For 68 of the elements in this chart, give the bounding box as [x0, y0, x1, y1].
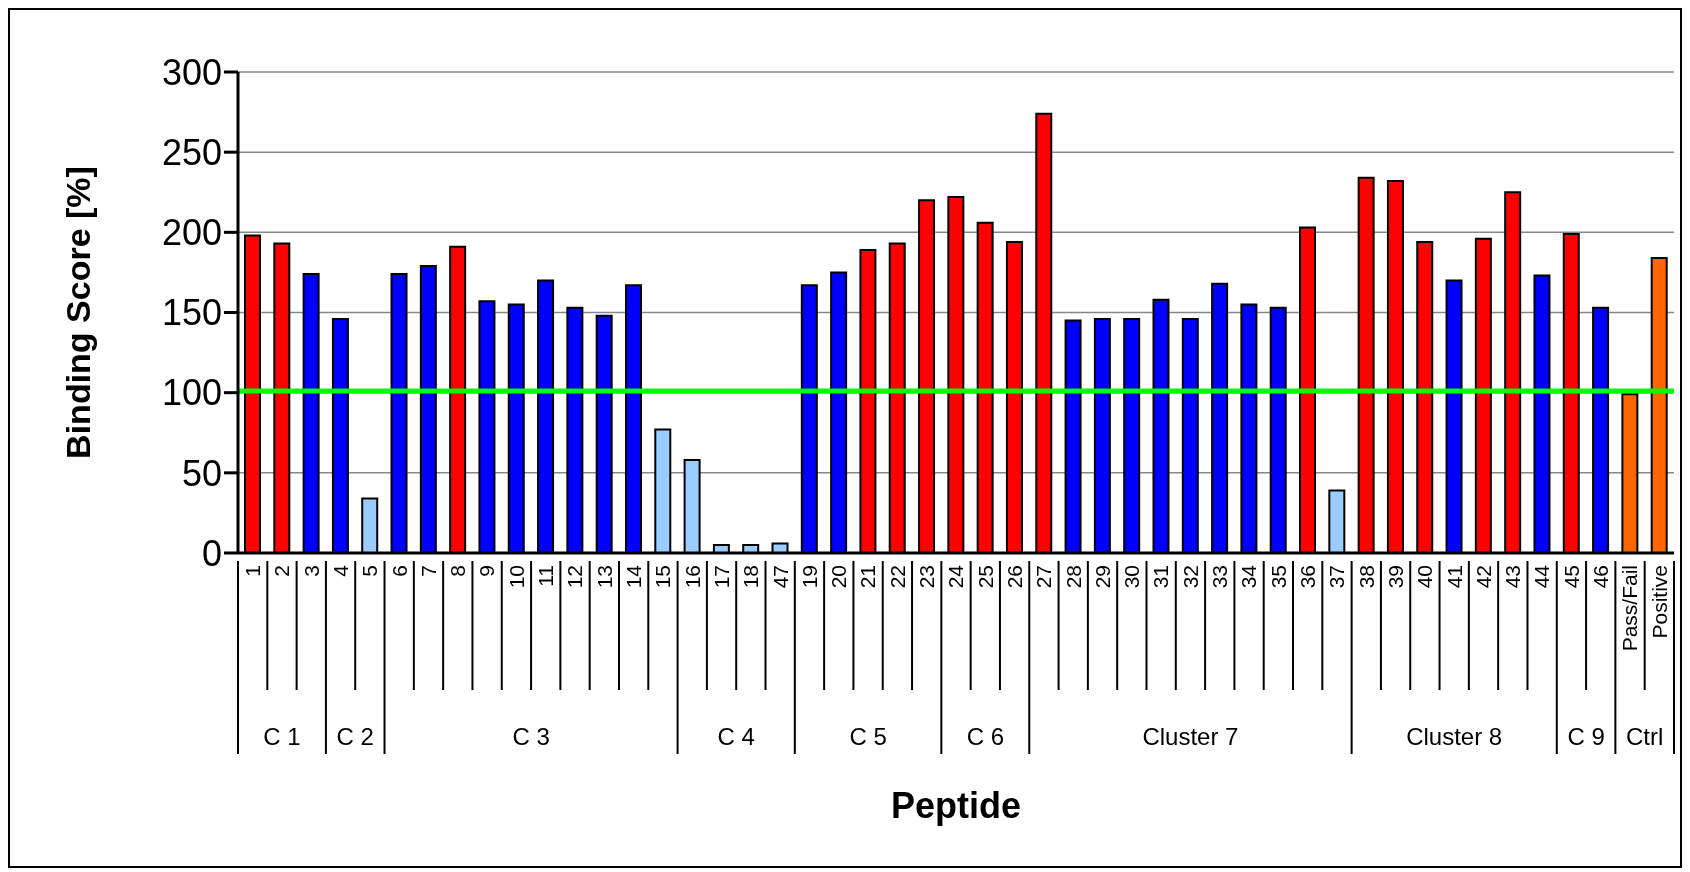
x-tick-label: 24	[944, 564, 968, 589]
x-tick-label: 39	[1383, 565, 1407, 589]
x-tick-label: 2	[270, 565, 294, 577]
x-tick-label: 28	[1061, 565, 1085, 589]
x-tick-label: Positive	[1647, 565, 1671, 639]
x-tick-label: 42	[1471, 565, 1495, 589]
x-tick-label: 21	[856, 565, 880, 589]
x-tick-label: 19	[797, 565, 821, 589]
x-tick-label: 32	[1178, 565, 1202, 589]
text: Cluster 8	[1406, 723, 1503, 750]
x-tick-label: 5	[358, 565, 382, 577]
x-tick-label: 45	[1559, 565, 1583, 589]
x-tick-label: 31	[1149, 565, 1173, 589]
x-tick-label: 35	[1266, 565, 1290, 589]
x-tick-label: 34	[1237, 564, 1261, 589]
x-tick-label: 17	[709, 565, 733, 589]
text: Ctrl	[1626, 723, 1664, 750]
x-tick-label: 44	[1530, 564, 1554, 589]
x-tick-label: 16	[680, 565, 704, 589]
x-tick-label: 43	[1501, 565, 1525, 589]
y-tick-label: 50	[181, 452, 222, 494]
x-tick-label: 6	[387, 565, 411, 577]
text: C 9	[1567, 723, 1605, 750]
y-axis-title: Binding Score [%]	[58, 166, 97, 459]
x-tick-label: 26	[1002, 565, 1026, 589]
y-tick-label: 200	[161, 212, 222, 254]
x-tick-label: 4	[328, 564, 352, 577]
x-tick-label: 30	[1120, 565, 1144, 589]
x-tick-label: 33	[1208, 565, 1232, 589]
x-tick-label: 38	[1354, 565, 1378, 589]
x-tick-label: 25	[973, 565, 997, 589]
x-tick-label: 7	[416, 565, 440, 577]
y-tick-label: 150	[161, 292, 222, 334]
x-tick-label: 23	[915, 565, 939, 589]
x-tick-label: 10	[504, 565, 528, 589]
y-tick-label: 250	[161, 131, 222, 173]
text: C 2	[336, 723, 374, 750]
x-axis-title: Peptide	[890, 785, 1022, 826]
text: C 3	[512, 723, 550, 750]
x-tick-label: 29	[1090, 565, 1114, 589]
x-tick-label: 13	[592, 565, 616, 589]
text: Cluster 7	[1142, 723, 1239, 750]
x-tick-label: Pass/Fail	[1618, 565, 1642, 652]
y-tick-label: 300	[161, 51, 222, 93]
x-tick-label: 11	[534, 565, 558, 587]
text: C 4	[717, 723, 755, 750]
x-tick-label: 41	[1442, 565, 1466, 589]
x-tick-label: 14	[621, 564, 645, 589]
x-tick-label: 3	[299, 565, 323, 577]
x-tick-label: 22	[885, 565, 909, 589]
text: C 6	[966, 723, 1004, 750]
y-tick-label: 0	[201, 532, 222, 574]
x-tick-label: 9	[475, 565, 499, 577]
x-tick-label: 12	[563, 565, 587, 589]
x-tick-label: 8	[446, 565, 470, 577]
x-tick-label: 27	[1032, 565, 1056, 589]
x-tick-label: 37	[1325, 565, 1349, 589]
x-tick-label: 40	[1413, 565, 1437, 589]
y-tick-label: 100	[161, 372, 222, 414]
x-tick-label: 18	[739, 565, 763, 589]
text: C 5	[849, 723, 887, 750]
x-tick-label: 46	[1589, 565, 1613, 589]
x-tick-label: 36	[1296, 565, 1320, 589]
x-tick-label: 47	[768, 565, 792, 589]
text: C 1	[263, 723, 301, 750]
x-tick-label: 20	[827, 565, 851, 589]
x-tick-label: 1	[241, 565, 264, 577]
x-tick-label: 15	[651, 565, 675, 589]
